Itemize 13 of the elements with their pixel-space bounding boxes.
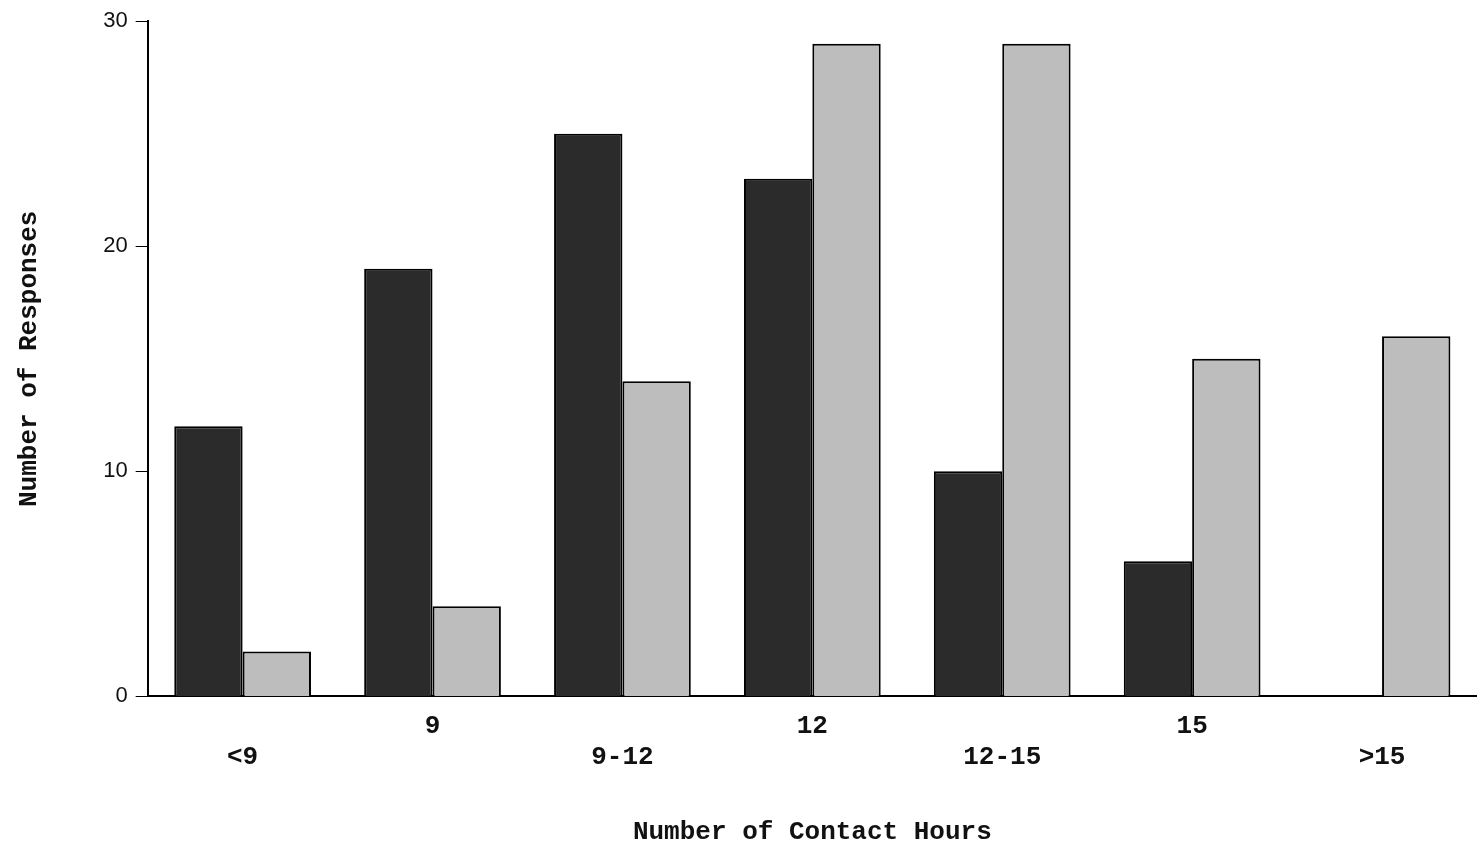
x-tick-label: >15 bbox=[1358, 741, 1406, 772]
x-tick-label: 12 bbox=[796, 710, 828, 741]
x-tick-label: 15 bbox=[1176, 710, 1208, 741]
y-tick-label: 10 bbox=[103, 457, 128, 483]
x-tick-label: 12-15 bbox=[963, 741, 1042, 772]
y-axis-title: Number of Responses bbox=[14, 210, 45, 508]
x-tick-label: 9-12 bbox=[591, 741, 654, 772]
x-tick-label: 9 bbox=[424, 710, 441, 741]
y-tick-label: 30 bbox=[103, 7, 128, 33]
x-axis-title: Number of Contact Hours bbox=[632, 816, 992, 847]
y-tick-label: 20 bbox=[103, 232, 128, 258]
y-tick-label: 0 bbox=[115, 682, 128, 708]
x-tick-label: <9 bbox=[227, 741, 259, 772]
